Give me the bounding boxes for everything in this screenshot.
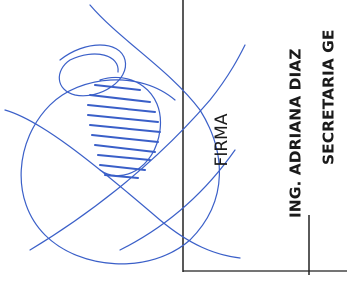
signer-name: ING. ADRIANA DIAZ bbox=[287, 48, 305, 218]
signer-title: SECRETARIA GE bbox=[320, 30, 338, 165]
signature-label: FIRMA bbox=[212, 113, 232, 166]
document-scan: FIRMA ING. ADRIANA DIAZ SECRETARIA GE bbox=[0, 0, 347, 303]
page: FIRMA ING. ADRIANA DIAZ SECRETARIA GE ((… bbox=[0, 0, 347, 303]
